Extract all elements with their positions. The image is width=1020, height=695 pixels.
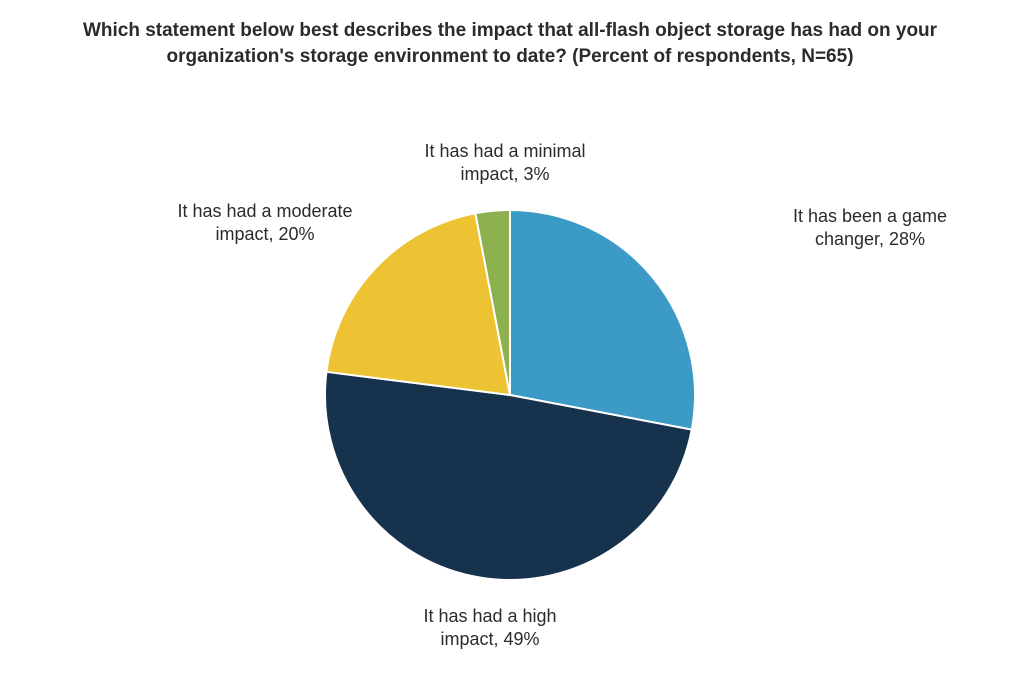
chart-container: Which statement below best describes the… — [0, 0, 1020, 690]
slice-label-0: It has been a game changer, 28% — [770, 205, 970, 250]
slice-label-1-line2: impact, 49% — [365, 628, 615, 651]
slice-label-0-line1: It has been a game — [770, 205, 970, 228]
pie-slice — [510, 210, 695, 430]
slice-label-2: It has had a moderate impact, 20% — [155, 200, 375, 245]
slice-label-1-line1: It has had a high — [365, 605, 615, 628]
pie-chart-area: It has been a game changer, 28% It has h… — [0, 0, 1020, 690]
slice-label-3-line1: It has had a minimal — [405, 140, 605, 163]
slice-label-3-line2: impact, 3% — [405, 163, 605, 186]
slice-label-2-line2: impact, 20% — [155, 223, 375, 246]
slice-label-2-line1: It has had a moderate — [155, 200, 375, 223]
slice-label-3: It has had a minimal impact, 3% — [405, 140, 605, 185]
pie-chart-svg — [0, 0, 1020, 690]
slice-label-0-line2: changer, 28% — [770, 228, 970, 251]
slice-label-1: It has had a high impact, 49% — [365, 605, 615, 650]
